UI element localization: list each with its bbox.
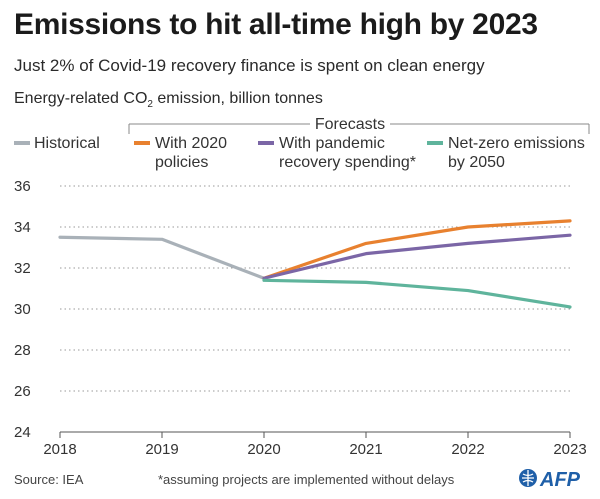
x-tick-label-2021: 2021 (349, 441, 382, 458)
y-tick-label-24: 24 (14, 424, 31, 441)
legend-netzero-label: Net-zero emissions by 2050 (448, 134, 585, 172)
series-line-pandemic (262, 233, 572, 280)
legend-pandemic-line2: recovery spending* (279, 154, 416, 171)
series-line-policies (262, 219, 572, 280)
chart-subtitle: Just 2% of Covid-19 recovery finance is … (14, 56, 485, 75)
y-tick-labels: 24 26 28 30 32 34 36 (14, 178, 31, 441)
legend-historical-label: Historical (34, 135, 100, 152)
series-line-netzero (262, 278, 572, 309)
x-tick-label-2019: 2019 (145, 441, 178, 458)
metric-prefix: Energy-related CO (14, 90, 148, 107)
legend-pandemic-line1: With pandemic (279, 135, 385, 152)
metric-label: Energy-related CO2 emission, billion ton… (14, 90, 323, 110)
series-line-historical (58, 235, 266, 280)
legend-pandemic-label: With pandemic recovery spending* (279, 134, 416, 172)
afp-logo: AFP (519, 469, 581, 491)
legend-netzero-line1: Net-zero emissions (448, 135, 585, 152)
x-axis: 2018 2019 2020 2021 2022 2023 (43, 431, 587, 458)
forecasts-label: Forecasts (315, 116, 385, 133)
y-tick-label-30: 30 (14, 301, 31, 318)
y-tick-label-34: 34 (14, 219, 31, 236)
y-tick-label-28: 28 (14, 342, 31, 359)
metric-subscript: 2 (147, 99, 153, 111)
chart-title: Emissions to hit all-time high by 2023 (14, 8, 538, 41)
x-tick-label-2023: 2023 (553, 441, 586, 458)
gridlines (60, 185, 570, 392)
y-tick-label-26: 26 (14, 383, 31, 400)
afp-logo-text: AFP (539, 469, 581, 491)
x-tick-label-2018: 2018 (43, 441, 76, 458)
metric-suffix: emission, billion tonnes (152, 90, 323, 107)
forecasts-bracket: Forecasts (128, 116, 590, 134)
x-tick-label-2022: 2022 (451, 441, 484, 458)
footnote: *assuming projects are implemented witho… (158, 472, 455, 487)
legend-netzero-line2: by 2050 (448, 154, 505, 171)
source-note: Source: IEA (14, 472, 84, 487)
y-tick-label-36: 36 (14, 178, 31, 195)
legend-policies-label: With 2020 policies (155, 134, 227, 172)
legend-policies-line2: policies (155, 154, 209, 171)
y-tick-label-32: 32 (14, 260, 31, 277)
legend-policies-line1: With 2020 (155, 135, 228, 152)
series-lines (58, 219, 572, 309)
x-tick-label-2020: 2020 (247, 441, 280, 458)
